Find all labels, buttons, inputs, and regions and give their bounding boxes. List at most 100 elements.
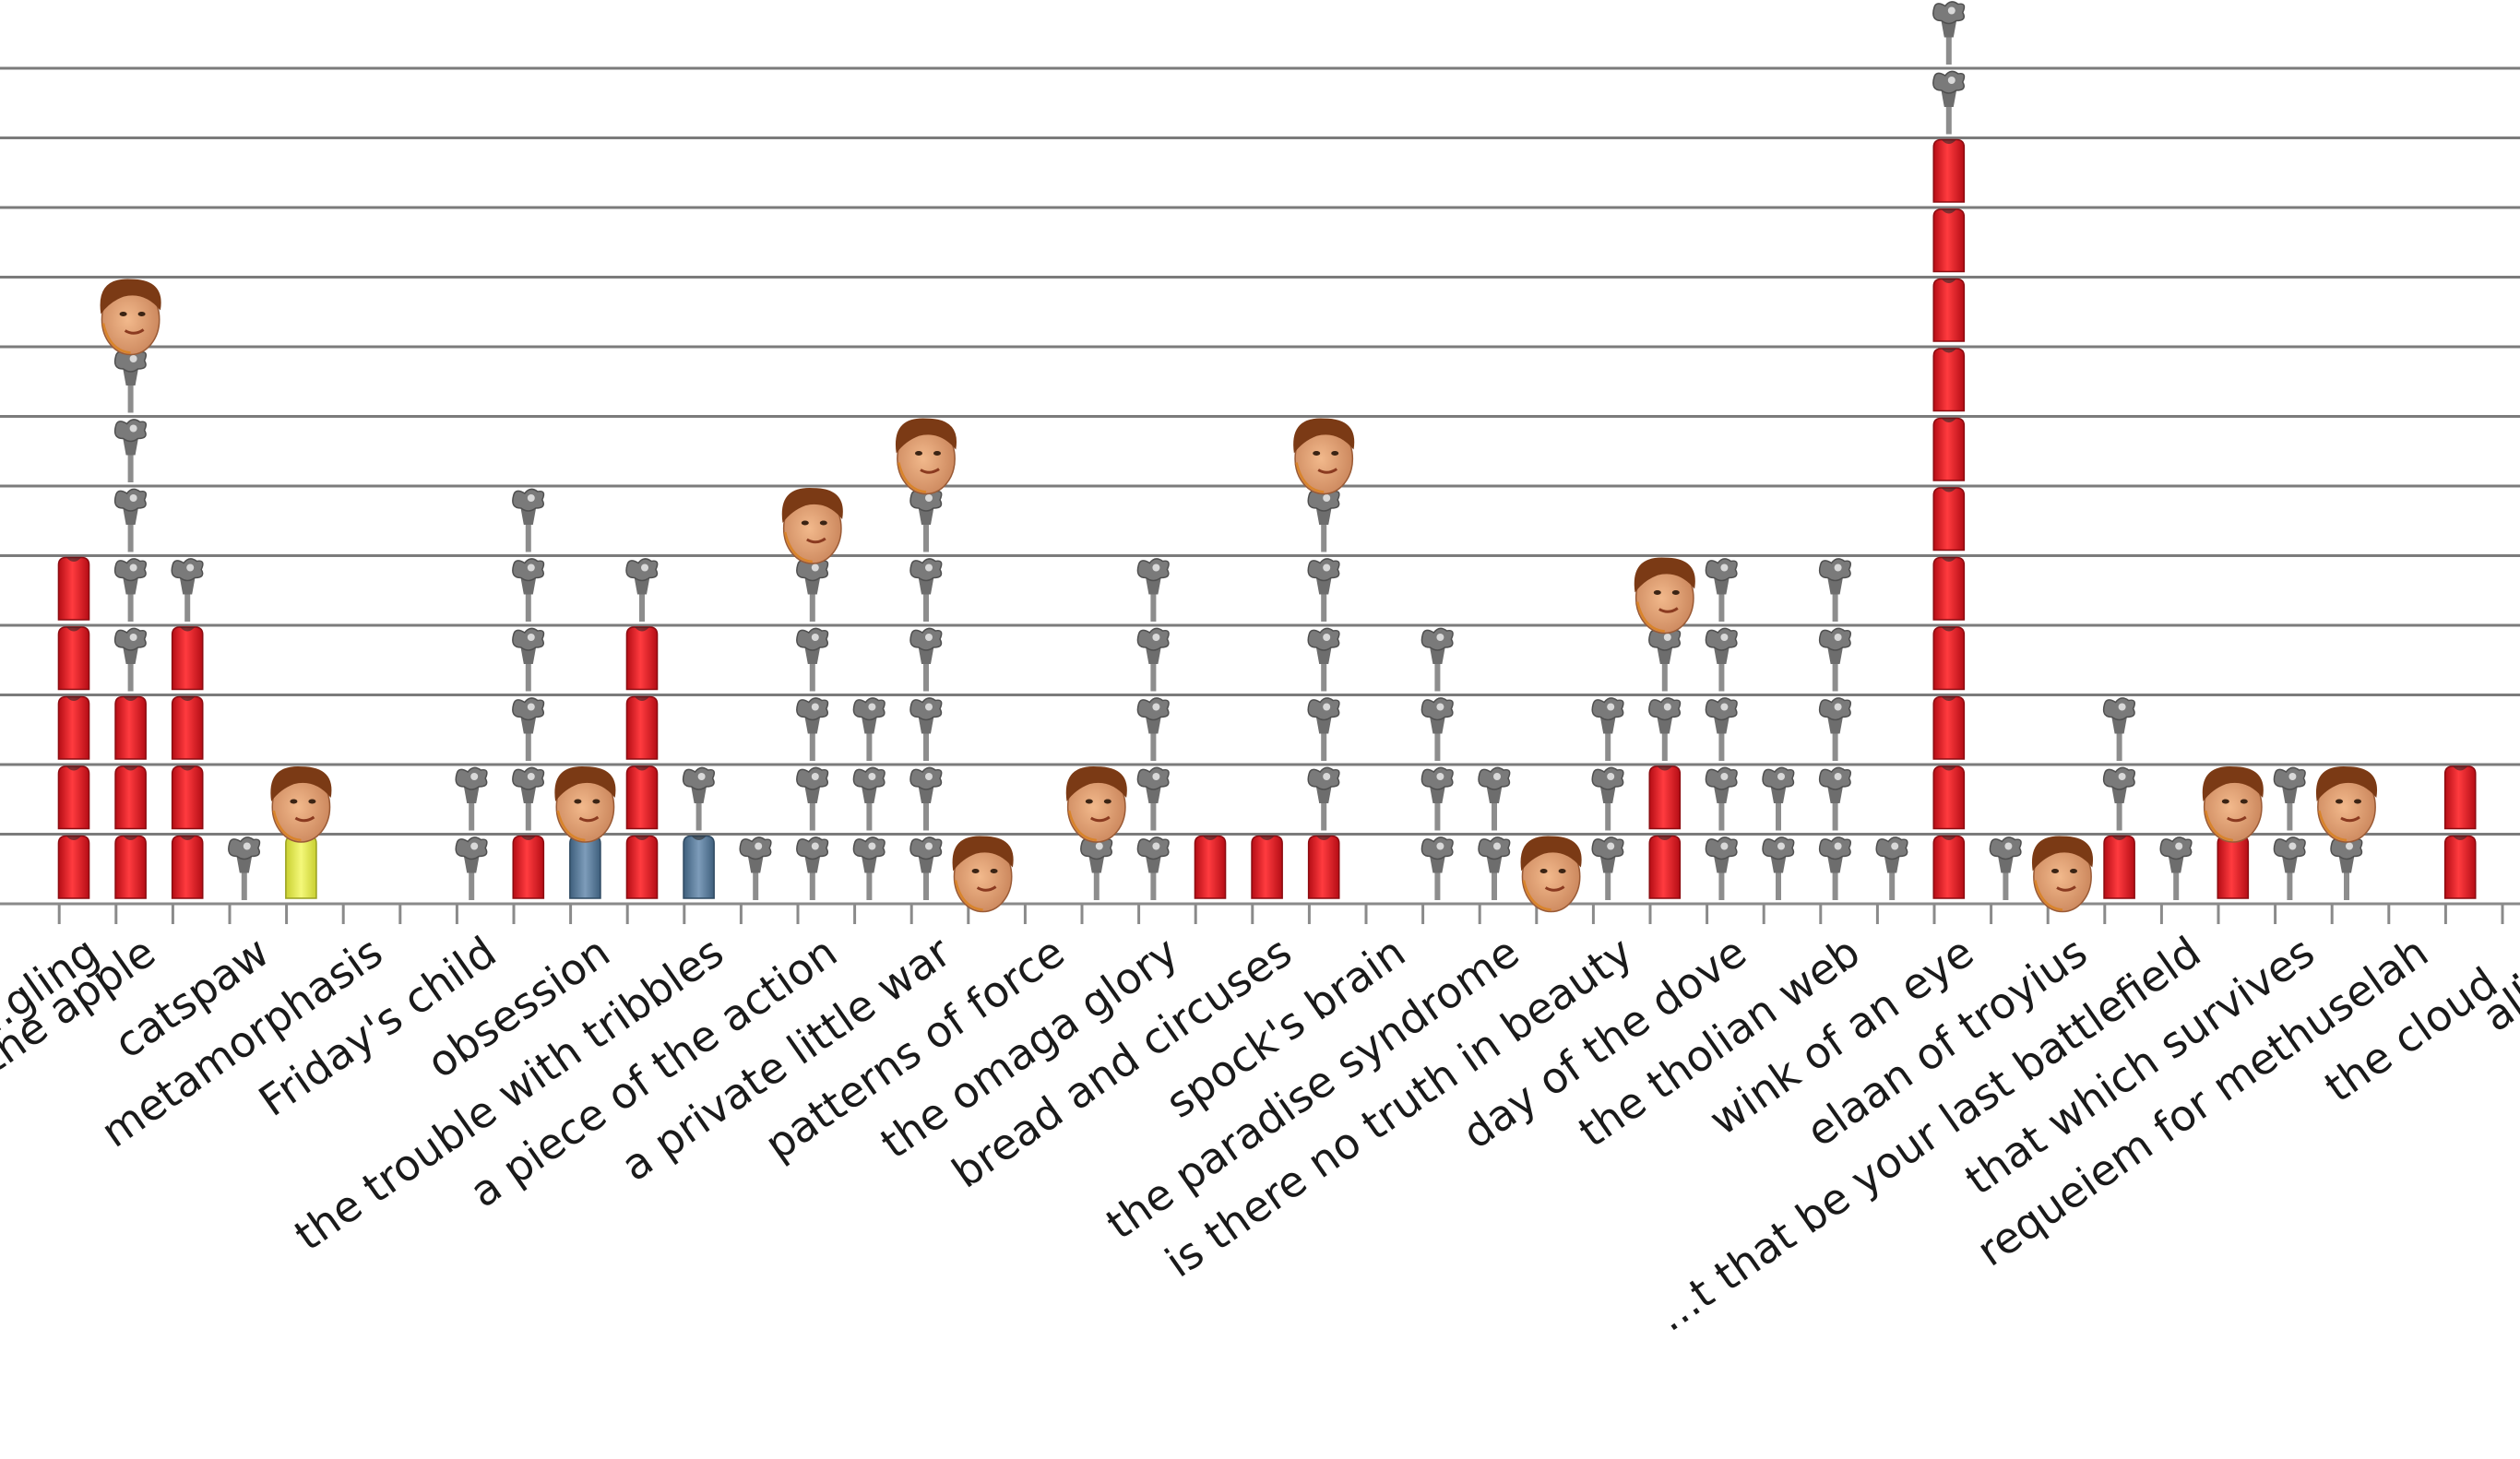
red-tunic-mark xyxy=(1705,627,1738,692)
redshirt-mark xyxy=(57,626,90,691)
red-tunic-mark xyxy=(1136,558,1170,622)
red-tunic-mark xyxy=(909,766,943,831)
red-tunic-mark xyxy=(1136,766,1170,831)
redshirt-mark xyxy=(171,835,204,899)
red-tunic-mark xyxy=(455,766,488,831)
red-tunic-mark xyxy=(1932,70,1966,135)
redshirt-mark xyxy=(1307,835,1340,899)
red-tunic-mark xyxy=(1080,836,1113,900)
red-tunic-mark xyxy=(1648,627,1682,692)
red-tunic-mark xyxy=(1420,766,1454,831)
red-tunic-mark xyxy=(512,488,545,552)
red-tunic-mark xyxy=(512,627,545,692)
red-tunic-mark xyxy=(909,488,943,552)
redshirt-mark xyxy=(625,695,659,760)
redshirt-mark xyxy=(1932,208,1966,273)
redshirt-mark xyxy=(57,556,90,621)
red-tunic-mark xyxy=(2102,697,2135,761)
red-tunic-mark xyxy=(1307,558,1340,622)
red-tunic-mark xyxy=(2159,836,2193,900)
redshirt-mark xyxy=(171,626,204,691)
red-tunic-mark xyxy=(852,836,886,900)
red-tunic-mark xyxy=(1420,697,1454,761)
red-tunic-mark xyxy=(1989,836,2022,900)
red-tunic-mark xyxy=(1136,697,1170,761)
red-tunic-mark xyxy=(852,697,886,761)
red-tunic-mark xyxy=(455,836,488,900)
redshirt-mark xyxy=(1932,138,1966,203)
redshirt-mark xyxy=(1932,626,1966,691)
red-tunic-mark xyxy=(1307,627,1340,692)
redshirt-mark xyxy=(2443,765,2477,830)
red-tunic-mark xyxy=(909,697,943,761)
red-tunic-mark xyxy=(2273,836,2306,900)
red-tunic-mark xyxy=(1591,697,1624,761)
red-tunic-mark xyxy=(852,766,886,831)
pictograph-stacks xyxy=(57,1,2477,913)
redshirt-mark xyxy=(171,765,204,830)
redshirt-mark xyxy=(1932,695,1966,760)
red-tunic-mark xyxy=(512,766,545,831)
redshirt-mark xyxy=(2217,835,2250,899)
red-tunic-mark xyxy=(2273,766,2306,831)
kirk-head-mark xyxy=(952,836,1014,913)
kirk-head-mark xyxy=(2315,766,2378,843)
red-tunic-mark xyxy=(1762,836,1795,900)
red-tunic-mark xyxy=(512,697,545,761)
kirk-head-mark xyxy=(554,766,616,843)
red-tunic-mark xyxy=(1818,766,1851,831)
red-tunic-mark xyxy=(1705,836,1738,900)
red-tunic-mark xyxy=(739,836,772,900)
redshirt-mark xyxy=(1932,835,1966,899)
redshirt-mark xyxy=(57,765,90,830)
red-tunic-mark xyxy=(113,558,147,622)
red-tunic-mark xyxy=(1762,766,1795,831)
red-tunic-mark xyxy=(228,836,261,900)
red-tunic-mark xyxy=(1648,697,1682,761)
red-tunic-mark xyxy=(909,627,943,692)
red-tunic-mark xyxy=(796,836,829,900)
redshirt-mark xyxy=(512,835,545,899)
kirk-head-mark xyxy=(781,488,843,564)
red-tunic-mark xyxy=(1478,766,1511,831)
red-tunic-mark xyxy=(1307,488,1340,552)
red-tunic-mark xyxy=(1932,1,1966,65)
redshirt-mark xyxy=(57,695,90,760)
redshirt-mark xyxy=(2443,835,2477,899)
blueshirt-mark xyxy=(569,835,601,899)
red-tunic-mark xyxy=(1818,836,1851,900)
red-tunic-mark xyxy=(1591,836,1624,900)
red-tunic-mark xyxy=(1705,558,1738,622)
kirk-head-mark xyxy=(1634,557,1695,635)
red-tunic-mark xyxy=(113,419,147,482)
red-tunic-mark xyxy=(796,766,829,831)
red-tunic-mark xyxy=(1307,766,1340,831)
redshirt-mark xyxy=(114,835,147,899)
kirk-head-mark xyxy=(2031,836,2094,913)
redshirt-mark xyxy=(1932,278,1966,342)
red-tunic-mark xyxy=(796,697,829,761)
kirk-head-mark xyxy=(2202,766,2264,843)
redshirt-mark xyxy=(171,695,204,760)
redshirt-mark xyxy=(1932,556,1966,621)
red-tunic-mark xyxy=(1478,836,1511,900)
kirk-head-mark xyxy=(895,418,957,495)
red-tunic-mark xyxy=(1420,836,1454,900)
redshirt-mark xyxy=(2103,835,2135,899)
red-tunic-mark xyxy=(2102,766,2135,831)
redshirt-mark xyxy=(1648,765,1682,830)
red-tunic-mark xyxy=(1705,766,1738,831)
kirk-head-mark xyxy=(100,279,161,356)
red-tunic-mark xyxy=(1705,697,1738,761)
redshirt-mark xyxy=(625,626,659,691)
kirk-head-mark xyxy=(1520,836,1582,913)
redshirt-mark xyxy=(57,835,90,899)
redshirt-mark xyxy=(1194,835,1227,899)
kirk-head-mark xyxy=(270,766,332,843)
red-tunic-mark xyxy=(1136,627,1170,692)
red-tunic-mark xyxy=(2330,836,2363,900)
kirk-head-mark xyxy=(1293,418,1355,495)
